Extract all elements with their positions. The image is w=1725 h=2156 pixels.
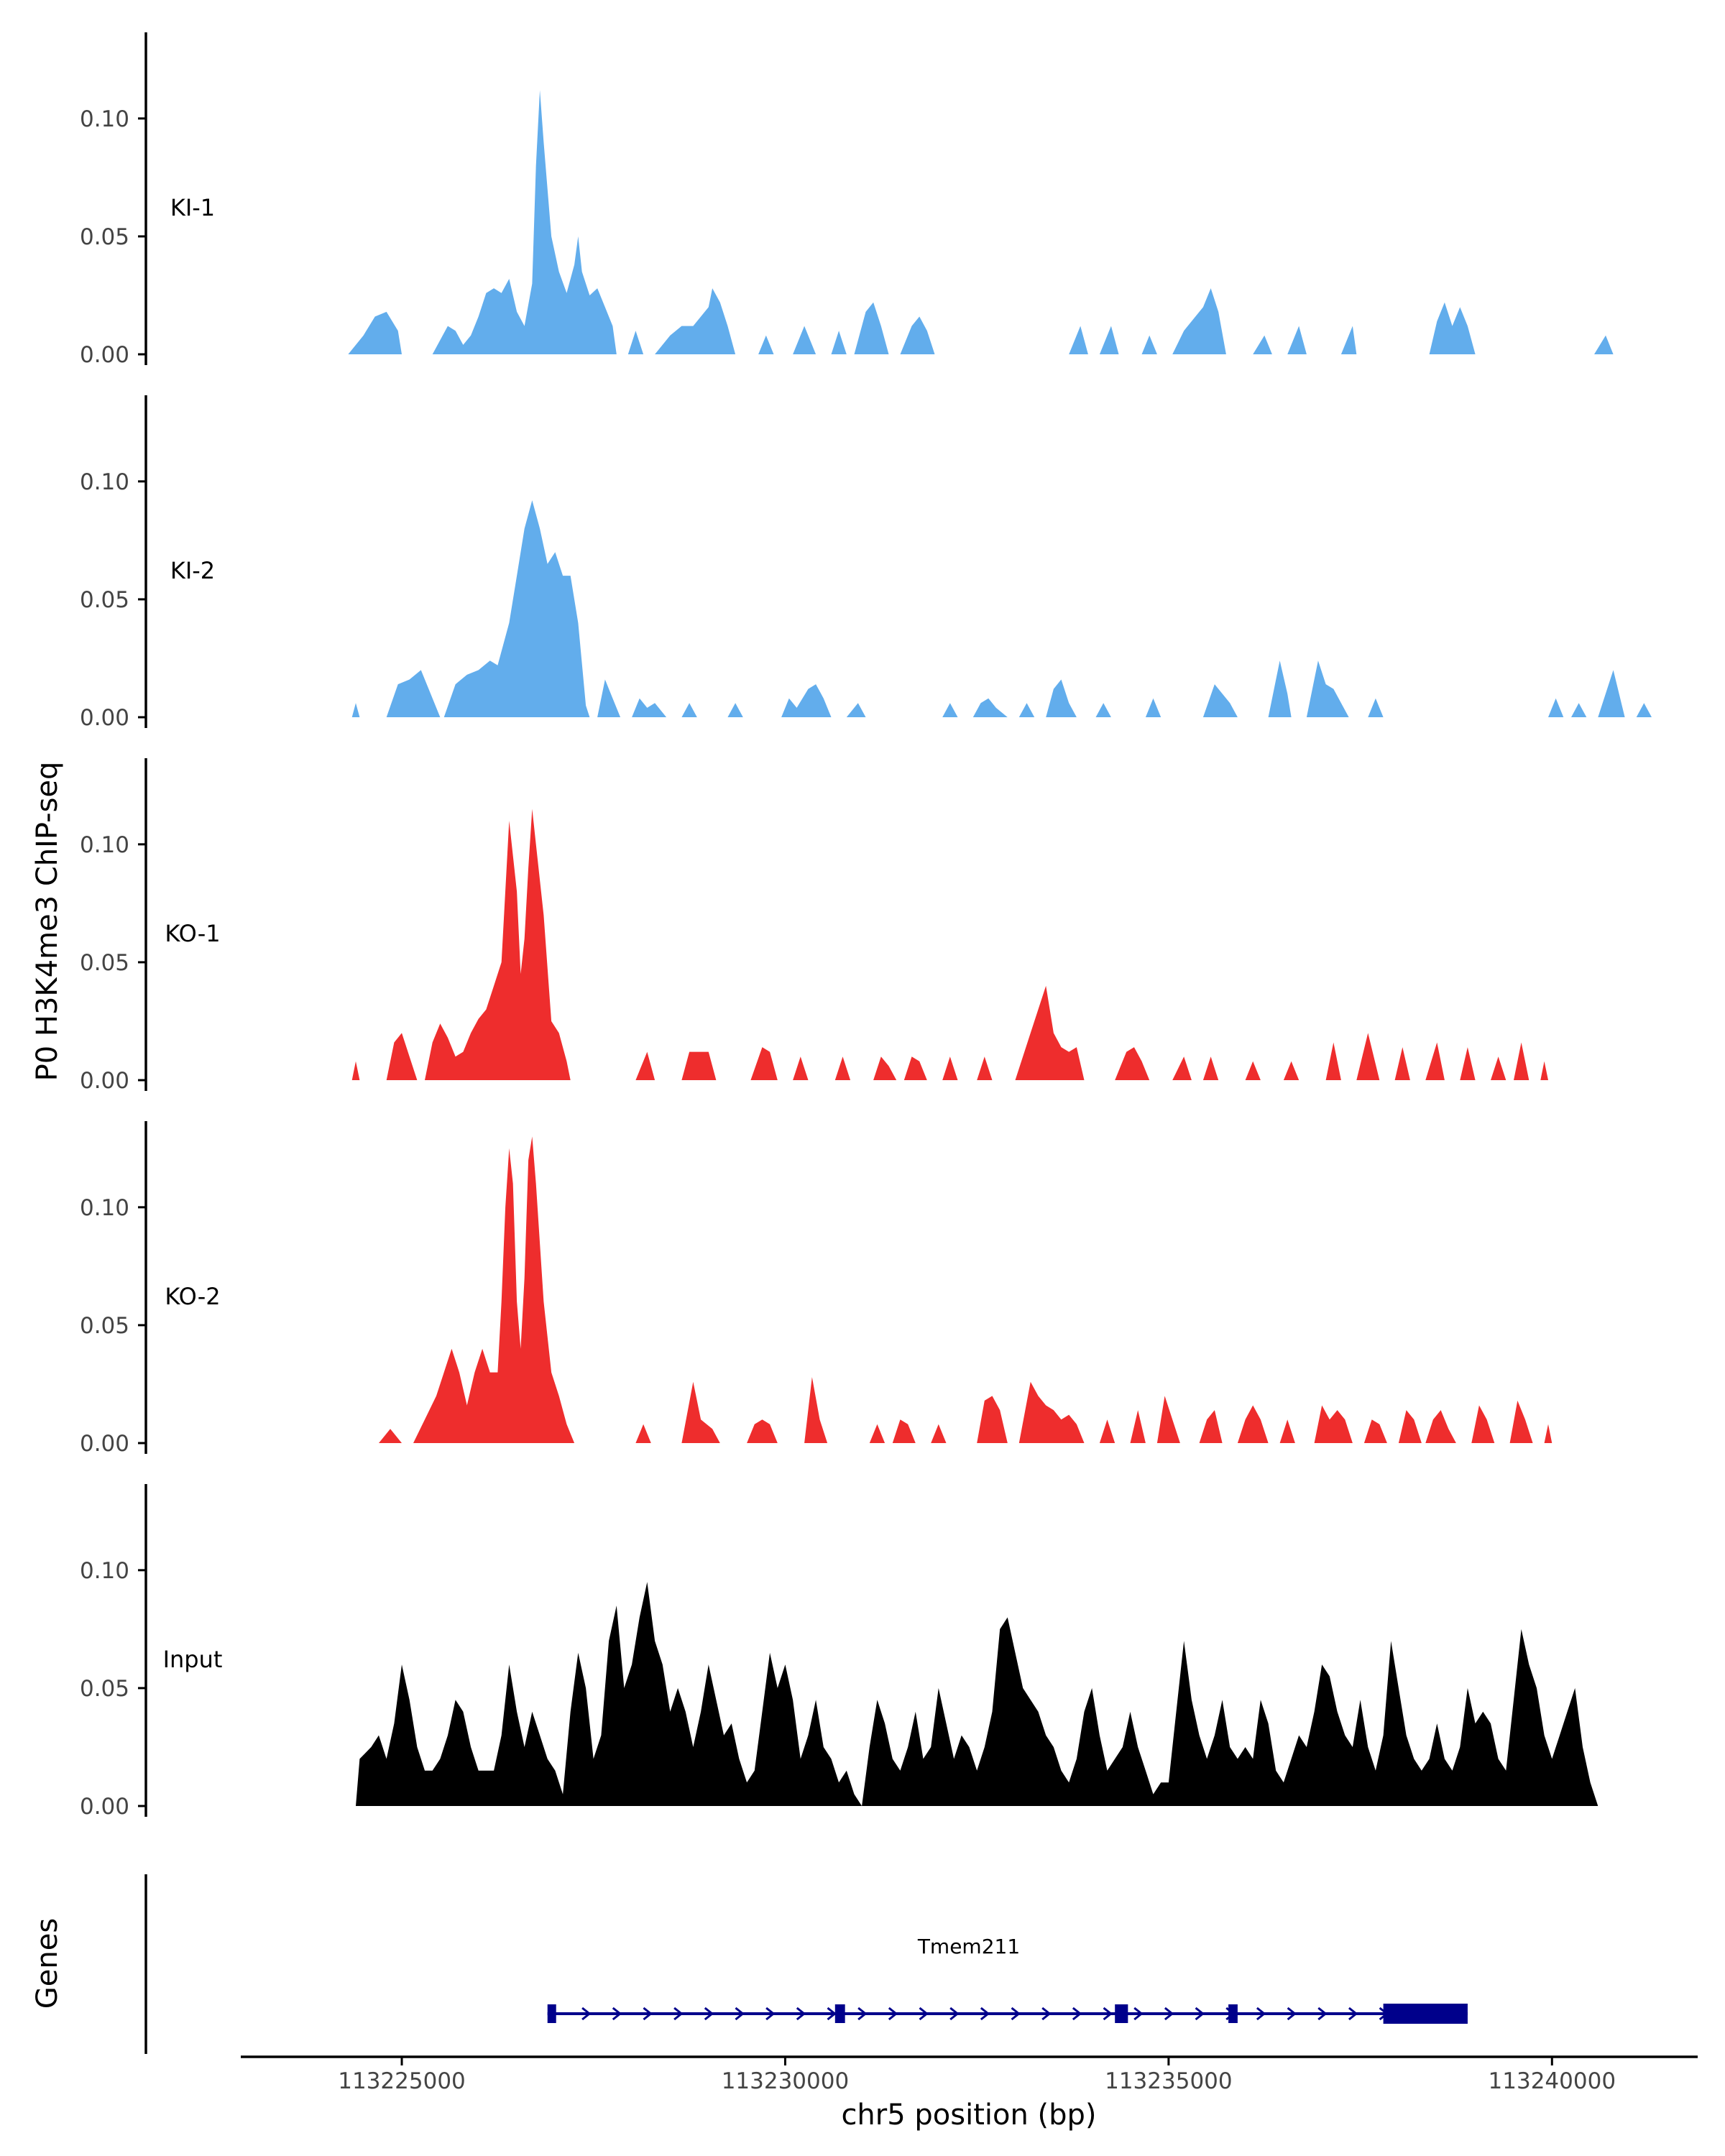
strand-arrow: [1348, 2007, 1358, 2021]
y-tick-label: 0.05: [80, 1313, 129, 1339]
strand-arrow: [1011, 2007, 1021, 2021]
panel-input: 0.00 0.05 0.10 Input: [80, 1484, 1606, 1820]
gene-track-panel: Genes Tmem211: [31, 1874, 1468, 2054]
gene-name-label: Tmem211: [917, 1935, 1020, 1958]
strand-arrow: [581, 2007, 592, 2021]
strand-arrow: [1195, 2007, 1205, 2021]
gene-exon: [834, 2004, 845, 2023]
strand-arrow: [827, 2007, 837, 2021]
y-tick-label: 0.05: [80, 950, 129, 976]
strand-arrow: [1287, 2007, 1297, 2021]
series-label: KI-1: [170, 194, 215, 221]
strand-arrow: [643, 2007, 653, 2021]
coverage-area: [351, 808, 1549, 1080]
y-tick-label: 0.00: [80, 1431, 129, 1457]
strand-arrow: [704, 2007, 714, 2021]
strand-arrow: [1133, 2007, 1144, 2021]
strand-arrow: [1103, 2007, 1113, 2021]
y-tick-label: 0.00: [80, 1794, 129, 1820]
series-label: KO-1: [165, 920, 220, 947]
x-tick-label: 113240000: [1489, 2068, 1616, 2094]
y-axis-title: P0 H3K4me3 ChIP-seq: [31, 762, 64, 1082]
strand-arrow: [949, 2007, 960, 2021]
strand-arrow: [796, 2007, 806, 2021]
strand-arrow: [919, 2007, 929, 2021]
y-tick-label: 0.00: [80, 1068, 129, 1094]
x-ticks: 113225000 113230000 113235000 113240000: [338, 2057, 1616, 2094]
strand-arrow: [673, 2007, 684, 2021]
x-tick-label: 113235000: [1105, 2068, 1233, 2094]
y-tick-label: 0.05: [80, 1676, 129, 1702]
gene-exon: [1115, 2004, 1128, 2023]
series-label: KI-2: [170, 557, 215, 584]
x-axis-title: chr5 position (bp): [841, 2099, 1096, 2132]
strand-arrow: [1164, 2007, 1174, 2021]
y-tick-label: 0.00: [80, 705, 129, 731]
gene-exon: [1383, 2004, 1468, 2024]
y-tick-label: 0.10: [80, 106, 129, 132]
gene-exon: [547, 2004, 556, 2023]
strand-arrow: [1317, 2007, 1328, 2021]
strand-arrow: [735, 2007, 745, 2021]
y-tick-label: 0.00: [80, 342, 129, 368]
panel-ki-2: 0.00 0.05 0.10 KI-2: [80, 395, 1652, 731]
y-tick-label: 0.10: [80, 832, 129, 858]
strand-arrow: [857, 2007, 868, 2021]
strand-arrow: [1041, 2007, 1052, 2021]
x-axis: 113225000 113230000 113235000 113240000 chr…: [241, 2055, 1698, 2132]
coverage-area: [356, 1582, 1606, 1806]
y-tick-label: 0.10: [80, 1558, 129, 1584]
strand-arrow: [1256, 2007, 1266, 2021]
gene-panel-label: Genes: [31, 1918, 64, 2009]
y-tick-label: 0.05: [80, 587, 129, 613]
panel-ki-1: 0.00 0.05 0.10 KI-1: [80, 32, 1614, 368]
coverage-area: [348, 90, 1614, 354]
chip-seq-panels: 0.00 0.05 0.10 KI-1 0.00 0.05 0.10 KI-2 0.00 0.05…: [80, 32, 1652, 1820]
coverage-area: [379, 1136, 1552, 1443]
y-tick-label: 0.10: [80, 1195, 129, 1221]
x-tick-label: 113230000: [722, 2068, 850, 2094]
series-label: KO-2: [165, 1283, 220, 1310]
y-tick-label: 0.10: [80, 469, 129, 495]
strand-arrow: [612, 2007, 622, 2021]
panel-ko-2: 0.00 0.05 0.10 KO-2: [80, 1121, 1552, 1457]
strand-arrow: [765, 2007, 776, 2021]
series-label: Input: [163, 1646, 223, 1673]
x-tick-label: 113225000: [338, 2068, 466, 2094]
gene-exon: [1228, 2004, 1238, 2023]
strand-arrow: [1072, 2007, 1082, 2021]
strand-arrow: [888, 2007, 898, 2021]
coverage-area: [351, 500, 1652, 717]
gene-model: [547, 2004, 1468, 2024]
y-tick-label: 0.05: [80, 224, 129, 250]
panel-ko-1: 0.00 0.05 0.10 KO-1: [80, 758, 1549, 1094]
strand-arrow: [980, 2007, 990, 2021]
